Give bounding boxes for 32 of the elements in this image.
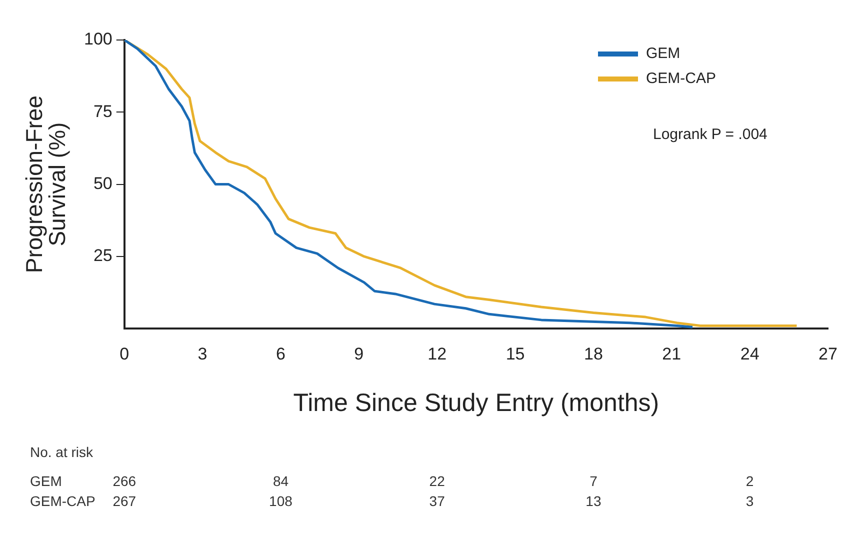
x-tick-label: 9 <box>354 344 364 364</box>
y-axis-title: Progression-Free Survival (%) <box>20 95 70 274</box>
x-tick-label: 21 <box>662 344 682 364</box>
x-tick-label: 3 <box>198 344 208 364</box>
text: 22 <box>429 472 446 489</box>
x-tick-label: 18 <box>584 344 603 364</box>
text: 108 <box>269 492 293 509</box>
y-tick-label: 100 <box>84 30 112 49</box>
x-tick-label: 15 <box>506 344 525 364</box>
text: 267 <box>112 492 136 509</box>
text: 13 <box>586 492 602 509</box>
y-tick-label: 50 <box>93 174 112 193</box>
text: No. at risk <box>30 444 94 460</box>
x-tick-label: 24 <box>740 344 760 364</box>
x-tick-label: 0 <box>120 344 130 364</box>
legend-label: GEM <box>646 45 680 62</box>
text: 2 <box>746 472 754 489</box>
y-tick-label: 25 <box>93 246 112 266</box>
text: 3 <box>746 492 754 509</box>
text: 7 <box>590 472 598 489</box>
x-tick-label: 27 <box>818 344 838 364</box>
annotation: Logrank P = .004 <box>653 126 768 144</box>
x-tick-label: 6 <box>276 344 286 364</box>
text: GEM-CAP <box>30 492 96 509</box>
x-tick-label: 12 <box>428 344 447 364</box>
text: 84 <box>272 472 289 489</box>
legend-label: GEM-CAP <box>646 70 716 88</box>
text: 266 <box>112 472 136 489</box>
y-tick-label: 75 <box>93 102 112 121</box>
x-axis-title: Time Since Study Entry (months) <box>293 388 660 417</box>
text: GEM <box>30 472 62 489</box>
text: 37 <box>429 492 446 509</box>
